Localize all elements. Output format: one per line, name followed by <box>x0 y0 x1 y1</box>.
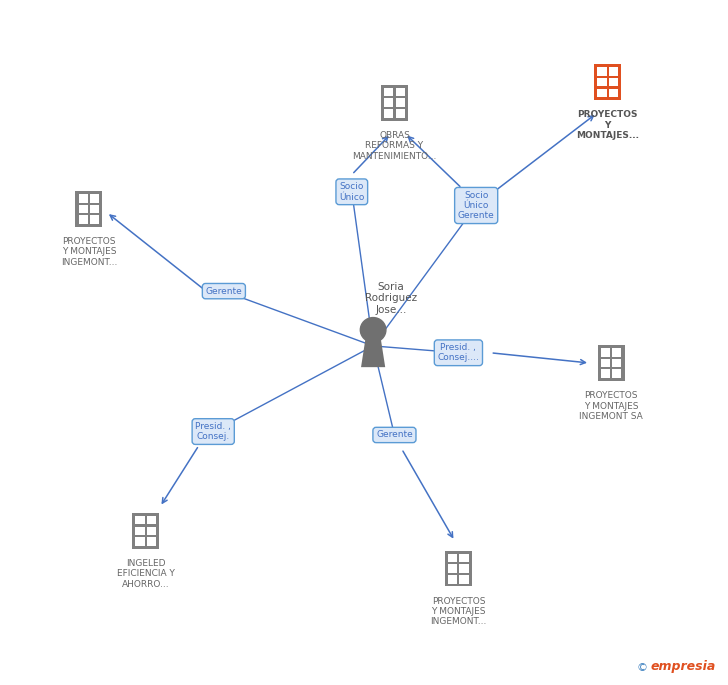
FancyBboxPatch shape <box>384 88 393 97</box>
FancyBboxPatch shape <box>459 564 469 573</box>
Text: Socio
Único: Socio Único <box>339 182 365 201</box>
FancyBboxPatch shape <box>601 369 610 378</box>
FancyBboxPatch shape <box>90 215 99 224</box>
FancyBboxPatch shape <box>459 575 469 584</box>
FancyBboxPatch shape <box>395 109 405 118</box>
Text: Socio
Único
Gerente: Socio Único Gerente <box>458 190 494 221</box>
FancyBboxPatch shape <box>612 348 622 357</box>
FancyBboxPatch shape <box>381 85 408 121</box>
FancyBboxPatch shape <box>598 78 606 86</box>
Text: Presid. ,
Consej....: Presid. , Consej.... <box>438 343 479 362</box>
Text: empresia: empresia <box>650 660 716 673</box>
FancyBboxPatch shape <box>79 215 88 224</box>
Text: PROYECTOS
Y MONTAJES
INGEMONT...: PROYECTOS Y MONTAJES INGEMONT... <box>430 597 486 627</box>
Text: PROYECTOS
Y
MONTAJES...: PROYECTOS Y MONTAJES... <box>576 110 639 140</box>
Text: Gerente: Gerente <box>205 286 242 296</box>
Polygon shape <box>361 340 385 367</box>
FancyBboxPatch shape <box>79 194 88 203</box>
FancyBboxPatch shape <box>75 191 103 227</box>
FancyBboxPatch shape <box>612 359 622 367</box>
FancyBboxPatch shape <box>448 575 457 584</box>
Text: Soria
Rodriguez
Jose...: Soria Rodriguez Jose... <box>365 282 417 315</box>
FancyBboxPatch shape <box>395 88 405 97</box>
FancyBboxPatch shape <box>598 88 606 97</box>
FancyBboxPatch shape <box>384 99 393 107</box>
FancyBboxPatch shape <box>598 67 606 76</box>
FancyBboxPatch shape <box>448 553 457 562</box>
Text: PROYECTOS
Y MONTAJES
INGEMONT...: PROYECTOS Y MONTAJES INGEMONT... <box>60 237 117 267</box>
Text: PROYECTOS
Y MONTAJES
INGEMONT SA: PROYECTOS Y MONTAJES INGEMONT SA <box>579 391 643 421</box>
FancyBboxPatch shape <box>609 88 618 97</box>
FancyBboxPatch shape <box>598 345 625 381</box>
FancyBboxPatch shape <box>459 553 469 562</box>
FancyBboxPatch shape <box>448 564 457 573</box>
Text: Presid. ,
Consej.: Presid. , Consej. <box>195 422 232 441</box>
Circle shape <box>360 318 386 342</box>
FancyBboxPatch shape <box>395 99 405 107</box>
FancyBboxPatch shape <box>90 205 99 213</box>
FancyBboxPatch shape <box>612 369 622 378</box>
Text: ©: © <box>636 662 647 673</box>
FancyBboxPatch shape <box>135 527 145 535</box>
FancyBboxPatch shape <box>90 194 99 203</box>
FancyBboxPatch shape <box>147 516 156 525</box>
FancyBboxPatch shape <box>135 537 145 546</box>
FancyBboxPatch shape <box>594 64 621 100</box>
FancyBboxPatch shape <box>147 527 156 535</box>
FancyBboxPatch shape <box>601 359 610 367</box>
FancyBboxPatch shape <box>445 551 472 586</box>
FancyBboxPatch shape <box>135 516 145 525</box>
FancyBboxPatch shape <box>601 348 610 357</box>
Text: Gerente: Gerente <box>376 430 413 440</box>
FancyBboxPatch shape <box>609 78 618 86</box>
FancyBboxPatch shape <box>384 109 393 118</box>
FancyBboxPatch shape <box>609 67 618 76</box>
FancyBboxPatch shape <box>147 537 156 546</box>
FancyBboxPatch shape <box>79 205 88 213</box>
FancyBboxPatch shape <box>132 513 159 549</box>
Text: INGELED
EFICIENCIA Y
AHORRO...: INGELED EFICIENCIA Y AHORRO... <box>116 559 175 589</box>
Text: OBRAS
REFORMAS Y
MANTENIMIENTO...: OBRAS REFORMAS Y MANTENIMIENTO... <box>352 131 437 161</box>
